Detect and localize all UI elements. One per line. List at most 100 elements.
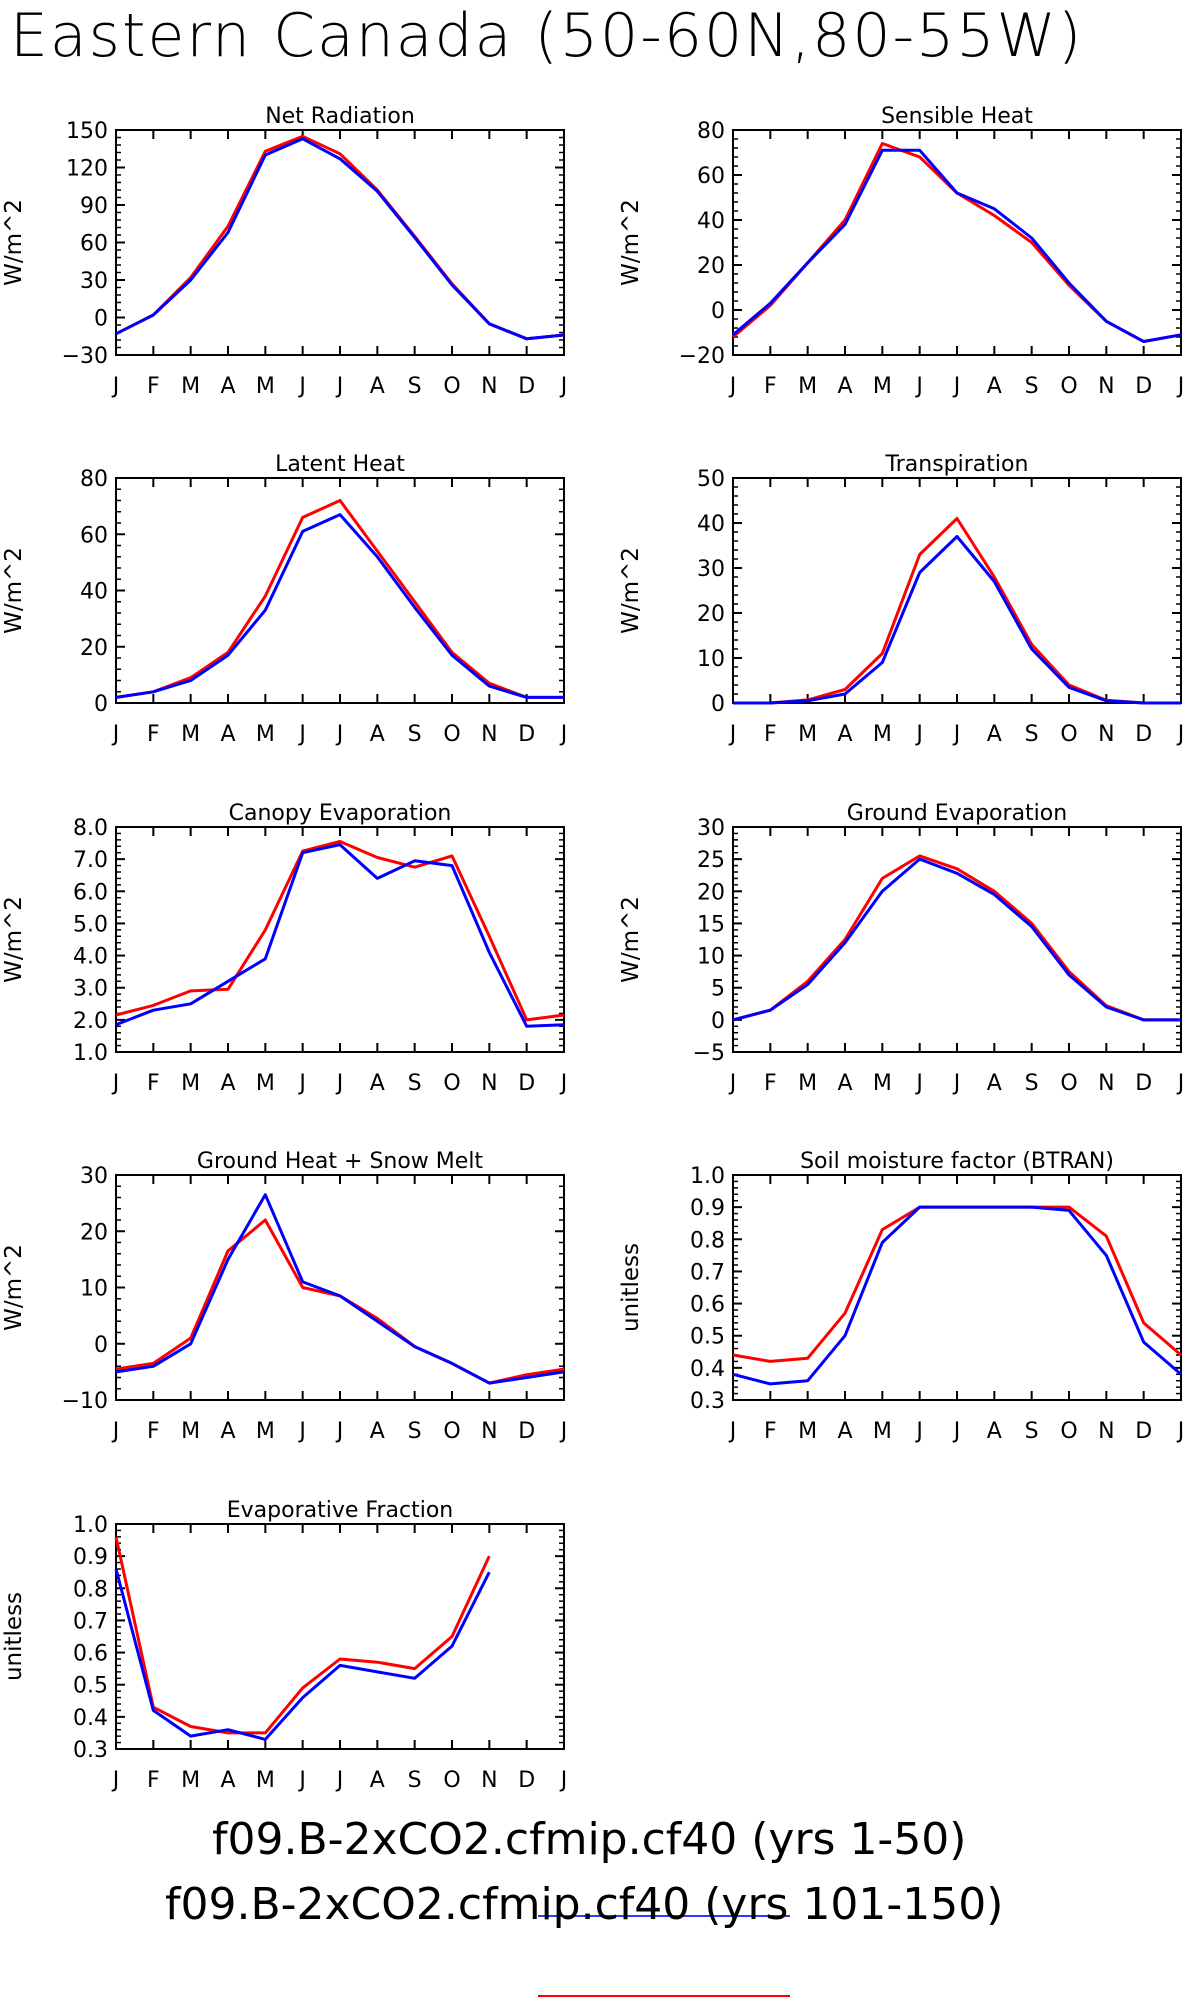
- y-tick-label: 0.9: [690, 1196, 725, 1221]
- y-tick-label: −20: [679, 344, 725, 369]
- x-tick-label: A: [220, 1419, 235, 1444]
- y-tick-label: 0.4: [690, 1357, 725, 1382]
- x-tick-label: J: [952, 1071, 961, 1096]
- y-tick-label: 30: [697, 816, 725, 841]
- y-tick-label: 20: [697, 602, 725, 627]
- x-tick-label: S: [408, 374, 422, 399]
- x-tick-label: A: [220, 374, 235, 399]
- x-tick-label: A: [220, 1071, 235, 1096]
- x-tick-label: S: [1025, 722, 1039, 747]
- x-tick-label: D: [1135, 722, 1152, 747]
- y-tick-label: 0.5: [73, 1674, 108, 1699]
- x-tick-label: N: [1098, 1419, 1114, 1444]
- page-title: Eastern Canada (50-60N,80-55W): [10, 1, 1084, 71]
- y-tick-label: 8.0: [73, 816, 108, 841]
- x-tick-label: J: [728, 1419, 737, 1444]
- y-tick-label: 30: [80, 1164, 108, 1189]
- y-tick-label: 80: [697, 119, 725, 144]
- x-tick-label: S: [408, 1419, 422, 1444]
- y-tick-label: 40: [80, 580, 108, 605]
- x-tick-label: J: [335, 1419, 344, 1444]
- x-tick-label: J: [914, 1071, 923, 1096]
- plot-frame: [732, 129, 1182, 356]
- y-tick-label: 0.7: [690, 1260, 725, 1285]
- x-tick-label: F: [147, 374, 160, 399]
- y-tick-label: −5: [693, 1041, 725, 1066]
- x-tick-label: D: [518, 374, 535, 399]
- series-line-blue: [732, 148, 1182, 343]
- y-tick-label: 0: [711, 1009, 725, 1034]
- x-tick-label: O: [1060, 1071, 1077, 1096]
- plot-frame: [115, 1523, 565, 1750]
- x-tick-label: N: [481, 374, 497, 399]
- x-tick-label: J: [559, 374, 568, 399]
- x-tick-label: J: [914, 1419, 923, 1444]
- x-tick-label: D: [1135, 1071, 1152, 1096]
- x-tick-label: J: [111, 1768, 120, 1793]
- x-tick-label: M: [873, 722, 892, 747]
- y-tick-label: 25: [697, 848, 725, 873]
- chart-title: Soil moisture factor (BTRAN): [800, 1149, 1114, 1174]
- y-axis-label: unitless: [1, 1592, 27, 1681]
- x-tick-label: S: [408, 1768, 422, 1793]
- y-tick-label: 40: [697, 512, 725, 537]
- x-tick-label: D: [1135, 374, 1152, 399]
- series-line-red: [732, 1205, 1182, 1363]
- x-tick-label: N: [1098, 1071, 1114, 1096]
- y-tick-label: 1.0: [73, 1513, 108, 1538]
- x-tick-label: M: [181, 1768, 200, 1793]
- x-tick-label: J: [335, 1768, 344, 1793]
- chart-soil-moisture-factor-btran: Soil moisture factor (BTRAN) unitless 0.3 0…: [618, 1149, 1184, 1444]
- chart-title: Latent Heat: [275, 452, 405, 477]
- y-tick-label: 0: [94, 307, 108, 332]
- x-tick-label: O: [443, 1768, 460, 1793]
- x-tick-label: A: [987, 1419, 1002, 1444]
- x-tick-label: N: [1098, 722, 1114, 747]
- y-tick-label: 2.0: [73, 1009, 108, 1034]
- y-tick-label: 50: [697, 467, 725, 492]
- y-axis-label: unitless: [618, 1243, 644, 1332]
- x-tick-label: J: [335, 1071, 344, 1096]
- x-tick-label: M: [798, 1071, 817, 1096]
- x-tick-label: M: [256, 1419, 275, 1444]
- y-tick-label: 0.3: [690, 1389, 725, 1414]
- chart-title: Ground Evaporation: [847, 801, 1067, 826]
- y-tick-label: 0.8: [73, 1577, 108, 1602]
- x-tick-label: O: [443, 722, 460, 747]
- x-tick-label: O: [1060, 374, 1077, 399]
- y-tick-label: 20: [80, 1220, 108, 1245]
- x-tick-label: S: [408, 722, 422, 747]
- x-tick-label: F: [764, 722, 777, 747]
- x-tick-label: D: [518, 1768, 535, 1793]
- series-line-blue: [732, 1205, 1182, 1386]
- x-tick-label: M: [873, 1419, 892, 1444]
- x-tick-label: A: [987, 374, 1002, 399]
- x-tick-label: F: [764, 374, 777, 399]
- x-tick-label: J: [1176, 722, 1185, 747]
- y-tick-label: 10: [697, 945, 725, 970]
- x-tick-label: O: [1060, 722, 1077, 747]
- x-tick-label: F: [147, 1419, 160, 1444]
- x-tick-label: A: [370, 374, 385, 399]
- plot-frame: [115, 1174, 565, 1401]
- y-axis-label: W/m^2: [1, 199, 27, 286]
- x-tick-label: J: [297, 722, 306, 747]
- x-tick-label: M: [256, 722, 275, 747]
- y-tick-label: 80: [80, 467, 108, 492]
- x-tick-label: O: [443, 1419, 460, 1444]
- x-tick-label: D: [518, 722, 535, 747]
- x-tick-label: M: [798, 374, 817, 399]
- x-tick-label: A: [370, 722, 385, 747]
- series-line-blue: [115, 1193, 565, 1385]
- x-tick-label: A: [837, 722, 852, 747]
- y-tick-label: 20: [697, 880, 725, 905]
- x-tick-label: J: [297, 1419, 306, 1444]
- y-tick-label: 1.0: [73, 1041, 108, 1066]
- x-tick-label: J: [952, 374, 961, 399]
- y-tick-label: 10: [80, 1277, 108, 1302]
- y-tick-label: 10: [697, 647, 725, 672]
- y-tick-label: 60: [80, 232, 108, 257]
- x-tick-label: J: [297, 1071, 306, 1096]
- series-line-blue: [733, 535, 1181, 705]
- x-tick-label: M: [181, 722, 200, 747]
